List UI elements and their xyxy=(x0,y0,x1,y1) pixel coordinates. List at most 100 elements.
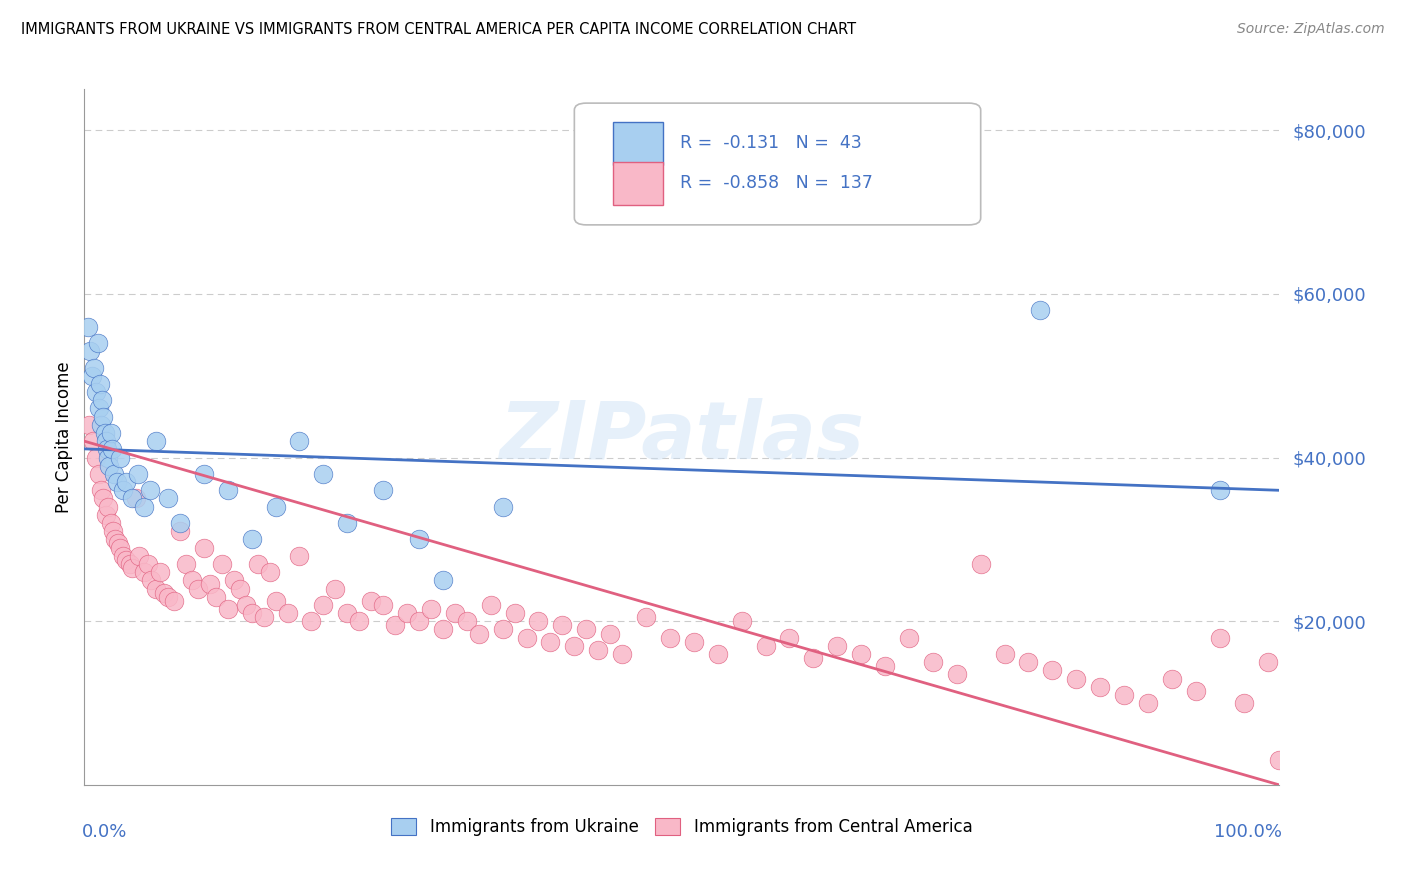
Point xyxy=(115,475,138,489)
Point xyxy=(157,491,180,506)
Point xyxy=(217,483,239,498)
Point xyxy=(803,651,825,665)
Text: R =  -0.131   N =  43: R = -0.131 N = 43 xyxy=(679,135,862,153)
Point xyxy=(141,574,163,588)
Point xyxy=(612,647,634,661)
Point xyxy=(93,491,115,506)
Point xyxy=(683,634,706,648)
Point xyxy=(235,598,257,612)
Point xyxy=(96,442,118,457)
Point xyxy=(540,634,562,648)
Legend: Immigrants from Ukraine, Immigrants from Central America: Immigrants from Ukraine, Immigrants from… xyxy=(385,811,979,843)
Point xyxy=(101,442,124,457)
Point xyxy=(125,491,148,506)
Point xyxy=(1209,483,1232,498)
Point xyxy=(264,594,287,608)
Point xyxy=(779,631,801,645)
Point xyxy=(373,598,395,612)
Point xyxy=(707,647,730,661)
Point xyxy=(229,582,252,596)
Point xyxy=(432,623,454,637)
Point xyxy=(1137,696,1160,710)
Point xyxy=(492,500,515,514)
Point xyxy=(169,516,191,530)
Point xyxy=(187,582,209,596)
Point xyxy=(87,401,110,416)
Point xyxy=(240,606,263,620)
Point xyxy=(169,524,191,539)
Point xyxy=(98,458,121,473)
Point xyxy=(111,483,134,498)
Point xyxy=(408,614,430,628)
Point xyxy=(516,631,538,645)
Point xyxy=(575,623,598,637)
Point xyxy=(1018,655,1040,669)
Point xyxy=(312,598,335,612)
Point xyxy=(1029,303,1052,318)
Point xyxy=(336,516,359,530)
Point xyxy=(349,614,371,628)
Point xyxy=(136,557,159,571)
Point xyxy=(104,533,127,547)
Point xyxy=(94,508,117,522)
Point xyxy=(121,491,143,506)
Point xyxy=(145,582,167,596)
Point xyxy=(107,536,129,550)
Point xyxy=(101,524,124,539)
Point xyxy=(1233,696,1256,710)
Point xyxy=(1066,672,1088,686)
Point xyxy=(301,614,323,628)
FancyBboxPatch shape xyxy=(575,103,981,225)
Point xyxy=(77,319,100,334)
Point xyxy=(111,549,134,563)
Point xyxy=(1042,664,1064,678)
Text: Source: ZipAtlas.com: Source: ZipAtlas.com xyxy=(1237,22,1385,37)
Point xyxy=(444,606,467,620)
Point xyxy=(93,425,115,440)
Point xyxy=(132,565,156,579)
Point xyxy=(851,647,873,661)
Point xyxy=(492,623,515,637)
Point xyxy=(312,467,335,481)
Point xyxy=(86,335,108,350)
Point xyxy=(153,585,176,599)
Point xyxy=(432,574,454,588)
Point xyxy=(132,500,156,514)
Text: IMMIGRANTS FROM UKRAINE VS IMMIGRANTS FROM CENTRAL AMERICA PER CAPITA INCOME COR: IMMIGRANTS FROM UKRAINE VS IMMIGRANTS FR… xyxy=(21,22,856,37)
Point xyxy=(408,533,430,547)
Point xyxy=(110,450,132,465)
Point xyxy=(181,574,204,588)
Point xyxy=(87,467,110,481)
Point xyxy=(1090,680,1112,694)
Point xyxy=(83,360,105,375)
Point xyxy=(193,541,215,555)
Point xyxy=(588,643,610,657)
Point xyxy=(205,590,228,604)
Point xyxy=(82,434,104,449)
Point xyxy=(420,602,443,616)
Point xyxy=(259,565,281,579)
Point xyxy=(468,626,491,640)
Point xyxy=(1185,683,1208,698)
Point xyxy=(79,344,101,359)
Point xyxy=(479,598,502,612)
Point xyxy=(100,425,122,440)
Point xyxy=(145,434,167,449)
Point xyxy=(994,647,1017,661)
FancyBboxPatch shape xyxy=(613,161,662,204)
Point xyxy=(94,434,117,449)
Point xyxy=(264,500,287,514)
Point xyxy=(100,516,122,530)
Point xyxy=(118,557,141,571)
Point xyxy=(875,659,897,673)
Point xyxy=(360,594,382,608)
Point xyxy=(288,434,311,449)
Point xyxy=(163,594,186,608)
Point xyxy=(288,549,311,563)
Point xyxy=(456,614,478,628)
Point xyxy=(551,618,574,632)
Point xyxy=(277,606,299,620)
Point xyxy=(89,376,111,391)
Point xyxy=(86,450,108,465)
Point xyxy=(97,450,120,465)
